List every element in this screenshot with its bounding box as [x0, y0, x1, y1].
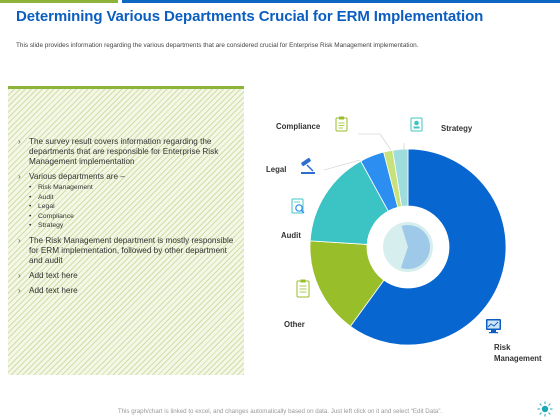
chevron-right-icon: › [18, 285, 21, 295]
label-other: Other [284, 320, 305, 329]
panel-text: › The survey result covers information r… [18, 137, 240, 301]
chevron-right-icon: › [18, 137, 21, 146]
donut-slices [309, 148, 507, 346]
bullet-add-text-1: › Add text here [18, 271, 240, 281]
list-item: • Legal [29, 203, 55, 210]
bullet-risk-management: › The Risk Management department is most… [18, 236, 240, 266]
compliance-icon [335, 116, 348, 132]
accent-bar-green [0, 0, 118, 3]
bullet-add-text-2: › Add text here [18, 286, 240, 296]
list-item: • Strategy [29, 222, 64, 229]
bullet-text: The survey result covers information reg… [29, 137, 219, 166]
label-strategy: Strategy [441, 124, 473, 133]
list-item: • Compliance [29, 212, 74, 220]
audit-icon [291, 198, 305, 214]
leader-line-compliance [358, 133, 392, 151]
bullet-survey: › The survey result covers information r… [18, 137, 240, 167]
text-panel [8, 89, 244, 375]
label-risk-management-line2: Management [494, 354, 542, 363]
page-subtitle: This slide provides information regardin… [16, 42, 419, 49]
center-decoration [377, 216, 439, 278]
bullet-text: Add text here [29, 285, 78, 295]
strategy-icon [410, 117, 423, 132]
label-legal: Legal [266, 165, 286, 174]
footer-note: This graph/chart is linked to excel, and… [117, 408, 443, 415]
bullet-text: Add text here [29, 270, 78, 280]
donut-slice-risk-management [349, 148, 507, 346]
chevron-right-icon: › [18, 235, 21, 245]
list-item: • Risk Management [29, 184, 93, 191]
label-audit: Audit [281, 231, 301, 240]
clipboard-icon [296, 279, 310, 298]
chevron-right-icon: › [18, 270, 21, 280]
top-accent-bar [0, 0, 560, 3]
label-risk-management-line1: Risk [494, 343, 511, 352]
bullet-departments: › Various departments are – • Risk Manage… [18, 172, 240, 231]
donut-slice-strategy [392, 148, 409, 207]
label-compliance: Compliance [276, 122, 321, 131]
center-accent [400, 225, 430, 269]
gavel-icon [301, 157, 315, 174]
page-title: Determining Various Departments Crucial … [16, 8, 484, 25]
monitor-icon [486, 319, 501, 334]
leader-lines [323, 133, 405, 171]
leader-line-legal [323, 159, 361, 171]
department-list: • Risk Management • Audit • Legal • Complian… [29, 183, 240, 231]
accent-bar-blue [122, 0, 560, 3]
chevron-right-icon: › [18, 172, 21, 181]
list-item: • Audit [29, 193, 54, 201]
bullet-text: Various departments are – [29, 172, 125, 181]
sun-logo-icon [537, 401, 553, 417]
panel-top-line [8, 86, 244, 89]
bullet-text: The Risk Management department is mostly… [29, 235, 234, 265]
